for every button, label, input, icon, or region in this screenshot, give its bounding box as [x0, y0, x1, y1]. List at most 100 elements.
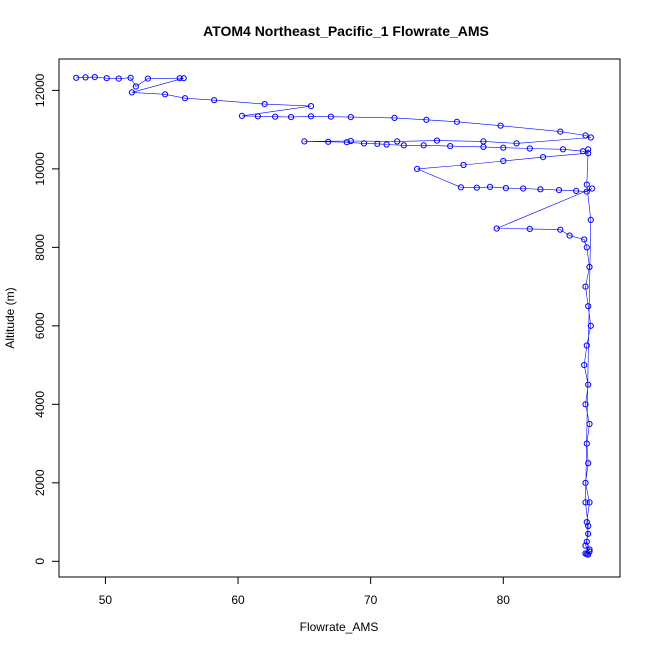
data-point: [520, 185, 527, 192]
data-point: [238, 112, 246, 120]
series-points: [73, 74, 596, 558]
data-point: [582, 132, 589, 139]
data-point: [473, 184, 480, 191]
x-tick-label: 60: [231, 593, 245, 607]
data-point: [583, 181, 590, 188]
data-point: [583, 440, 590, 447]
data-point: [132, 83, 139, 90]
y-tick-label: 6000: [33, 312, 47, 339]
data-point: [480, 143, 487, 150]
data-point: [420, 142, 427, 149]
data-point: [582, 283, 589, 290]
y-tick-label: 12000: [33, 73, 47, 107]
data-point: [307, 113, 315, 120]
data-point: [391, 114, 398, 122]
data-point: [73, 74, 80, 81]
data-point: [557, 226, 564, 233]
data-point: [583, 188, 590, 195]
data-point: [82, 74, 89, 81]
chart-title: ATOM4 Northeast_Pacific_1 Flowrate_AMS: [203, 23, 489, 39]
data-point: [254, 113, 261, 120]
data-point: [272, 113, 279, 120]
data-point: [585, 303, 592, 310]
data-point: [526, 225, 533, 232]
data-point: [374, 140, 381, 147]
data-point: [383, 141, 390, 148]
y-tick-label: 10000: [33, 152, 47, 186]
data-point: [502, 185, 509, 192]
series-path: [76, 76, 593, 555]
data-point: [423, 116, 430, 123]
data-point: [583, 342, 590, 349]
data-point: [327, 113, 334, 120]
data-point: [486, 183, 494, 190]
data-point: [582, 479, 589, 486]
data-point: [587, 322, 594, 329]
data-point: [581, 236, 588, 243]
data-point: [583, 519, 590, 526]
data-point: [500, 144, 507, 151]
data-point: [585, 530, 592, 537]
y-tick-label: 2000: [33, 469, 47, 496]
data-point: [587, 134, 594, 141]
data-point: [414, 165, 421, 172]
y-axis-label: Altitude (m): [3, 287, 17, 348]
data-point: [394, 138, 401, 145]
data-point: [497, 122, 504, 129]
data-point: [453, 118, 460, 125]
data-point: [583, 538, 590, 545]
data-point: [585, 146, 592, 153]
data-point: [433, 137, 441, 144]
data-point: [127, 74, 134, 81]
data-point: [559, 146, 567, 153]
data-point: [261, 101, 268, 108]
data-point: [526, 145, 533, 152]
data-point: [91, 74, 98, 81]
data-point: [460, 161, 467, 169]
x-tick-label: 50: [99, 593, 113, 607]
data-point: [128, 89, 135, 96]
data-point: [513, 140, 520, 147]
data-point: [582, 401, 589, 408]
data-point: [500, 157, 507, 165]
data-point: [325, 138, 332, 145]
x-axis-label: Flowrate_AMS: [300, 620, 379, 634]
data-point: [586, 263, 593, 271]
data-point: [493, 225, 500, 232]
data-point: [583, 244, 590, 251]
data-point: [579, 148, 587, 155]
data-point: [573, 187, 580, 194]
y-tick-label: 4000: [33, 391, 47, 418]
y-tick-label: 8000: [33, 234, 47, 261]
data-point: [557, 128, 564, 135]
data-point: [457, 184, 464, 191]
data-point: [347, 114, 354, 121]
data-point: [343, 139, 350, 146]
data-point: [537, 186, 544, 193]
x-tick-label: 80: [497, 593, 511, 607]
data-point: [586, 420, 593, 428]
data-point: [162, 91, 169, 98]
data-point: [176, 75, 183, 82]
data-point: [581, 362, 588, 369]
data-point: [447, 143, 454, 150]
x-tick-label: 70: [364, 593, 378, 607]
data-point: [115, 75, 122, 82]
data-point: [582, 550, 589, 557]
data-point: [582, 542, 589, 549]
data-point: [211, 97, 218, 104]
data-point: [587, 216, 594, 223]
data-point: [585, 150, 592, 157]
data-point: [586, 546, 593, 553]
data-point: [307, 103, 315, 110]
y-tick-label: 0: [33, 558, 47, 565]
data-point: [181, 95, 189, 102]
data-point: [540, 154, 547, 161]
data-point: [585, 460, 592, 467]
data-point: [400, 142, 407, 149]
data-point: [301, 138, 308, 145]
data-point: [180, 75, 187, 82]
data-point: [288, 114, 295, 121]
data-point: [585, 381, 592, 388]
